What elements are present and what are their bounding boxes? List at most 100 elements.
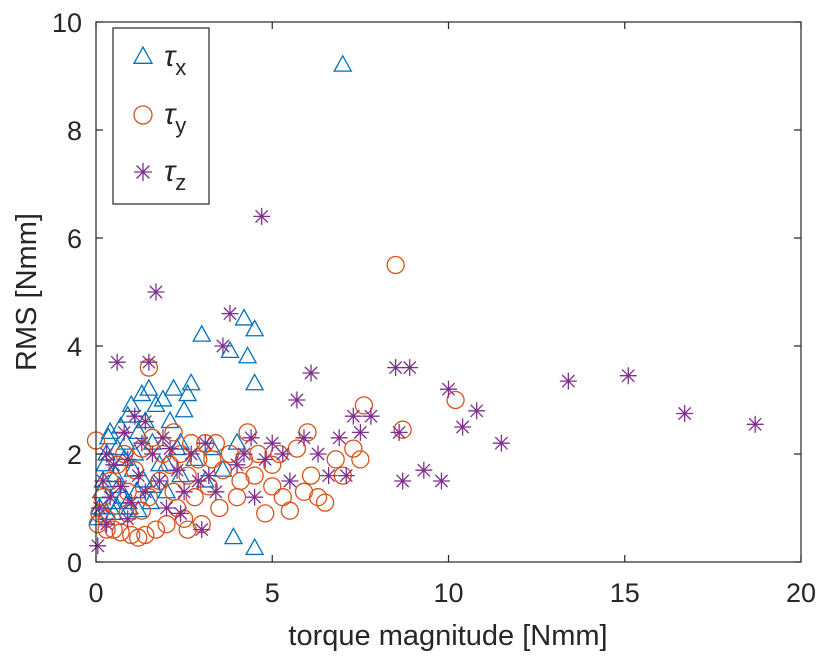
data-point-y: [231, 471, 250, 491]
data-point-z: [200, 467, 218, 485]
data-point-z: [168, 461, 186, 479]
data-point-z: [207, 483, 225, 501]
data-marks: [86, 54, 764, 556]
data-point-z: [263, 434, 281, 452]
data-point-z: [390, 423, 408, 441]
data-point-y: [308, 488, 328, 507]
x-tick-label: 10: [433, 578, 463, 608]
data-point-x: [121, 394, 141, 413]
data-point-z: [196, 434, 214, 452]
data-point-y: [132, 501, 151, 520]
data-point-z: [288, 391, 306, 409]
data-point-x: [128, 421, 148, 440]
legend-label: τy: [164, 98, 186, 138]
x-tick-label: 15: [610, 578, 640, 608]
data-point-x: [153, 389, 173, 407]
data-point-z: [214, 337, 232, 355]
legend-marker-x: [132, 45, 154, 64]
data-point-z: [193, 521, 211, 539]
data-point-y: [111, 523, 130, 542]
legend-label: τz: [164, 155, 186, 195]
data-point-z: [119, 510, 137, 528]
data-point-x: [223, 527, 244, 545]
data-point-y: [446, 390, 465, 410]
data-point-z: [387, 359, 405, 377]
y-axis-label: RMS [Nmm]: [11, 213, 43, 371]
data-point-x: [139, 378, 159, 396]
data-point-z: [122, 494, 140, 512]
data-point-y: [280, 501, 300, 520]
data-point-x: [114, 448, 134, 467]
data-point-z: [158, 499, 175, 517]
data-point-y: [245, 466, 264, 485]
data-point-x: [156, 481, 177, 499]
data-point-z: [295, 429, 313, 447]
legend-entry-y: τy: [133, 98, 186, 138]
data-point-z: [175, 483, 193, 501]
data-point-y: [354, 396, 374, 415]
x-axis-label: torque magnitude [Nmm]: [288, 620, 607, 652]
data-point-y: [386, 255, 405, 275]
x-tick-label: 5: [265, 578, 280, 608]
data-point-z: [281, 472, 299, 490]
data-point-z: [112, 477, 130, 495]
data-point-z: [119, 450, 137, 468]
data-point-x: [132, 383, 152, 402]
series-z: [89, 207, 764, 555]
data-point-x: [133, 470, 154, 488]
data-point-z: [454, 418, 472, 436]
data-point-y: [118, 482, 137, 501]
data-point-y: [256, 504, 275, 523]
data-point-z: [256, 450, 274, 468]
data-point-z: [161, 440, 179, 458]
data-point-y: [263, 455, 282, 474]
data-point-z: [98, 515, 116, 533]
data-point-x: [195, 470, 215, 488]
data-point-x: [245, 319, 265, 337]
y-tick-label: 10: [52, 8, 82, 38]
data-point-z: [98, 445, 116, 463]
data-point-z: [253, 207, 271, 225]
data-point-x: [174, 400, 194, 418]
data-point-x: [333, 54, 353, 72]
data-point-z: [136, 483, 154, 501]
data-point-z: [140, 353, 158, 371]
data-point-z: [154, 429, 172, 447]
data-point-x: [192, 324, 212, 342]
data-point-x: [91, 481, 111, 499]
data-point-z: [320, 467, 338, 485]
y-tick-label: 6: [67, 224, 82, 254]
data-point-z: [440, 380, 457, 398]
data-point-z: [274, 445, 292, 463]
data-point-z: [89, 537, 107, 555]
data-point-z: [362, 407, 380, 425]
y-tick-label: 8: [67, 116, 82, 146]
data-point-z: [235, 445, 253, 463]
data-point-z: [401, 359, 419, 377]
data-point-z: [246, 488, 264, 506]
data-point-z: [172, 504, 190, 522]
data-point-y: [146, 520, 166, 539]
data-point-z: [302, 364, 320, 382]
data-point-x: [160, 410, 180, 429]
data-point-y: [189, 450, 208, 469]
data-point-x: [118, 491, 138, 510]
data-point-x: [245, 537, 265, 556]
axes: 0 5 10 15 20 0 2 4 6 8 10: [52, 8, 816, 608]
data-point-y: [178, 466, 197, 485]
data-point-z: [619, 367, 637, 385]
data-point-x: [116, 432, 136, 450]
data-point-z: [101, 488, 119, 506]
legend-entry-z: τz: [134, 155, 186, 195]
data-point-y: [344, 439, 363, 458]
data-point-z: [136, 413, 154, 431]
data-point-z: [129, 467, 147, 485]
data-point-z: [143, 445, 161, 463]
legend-marker-y: [133, 105, 153, 125]
data-point-z: [330, 429, 348, 447]
x-tick-label: 0: [88, 578, 103, 608]
data-point-z: [309, 445, 327, 463]
data-point-z: [394, 472, 412, 490]
data-point-y: [315, 493, 335, 512]
